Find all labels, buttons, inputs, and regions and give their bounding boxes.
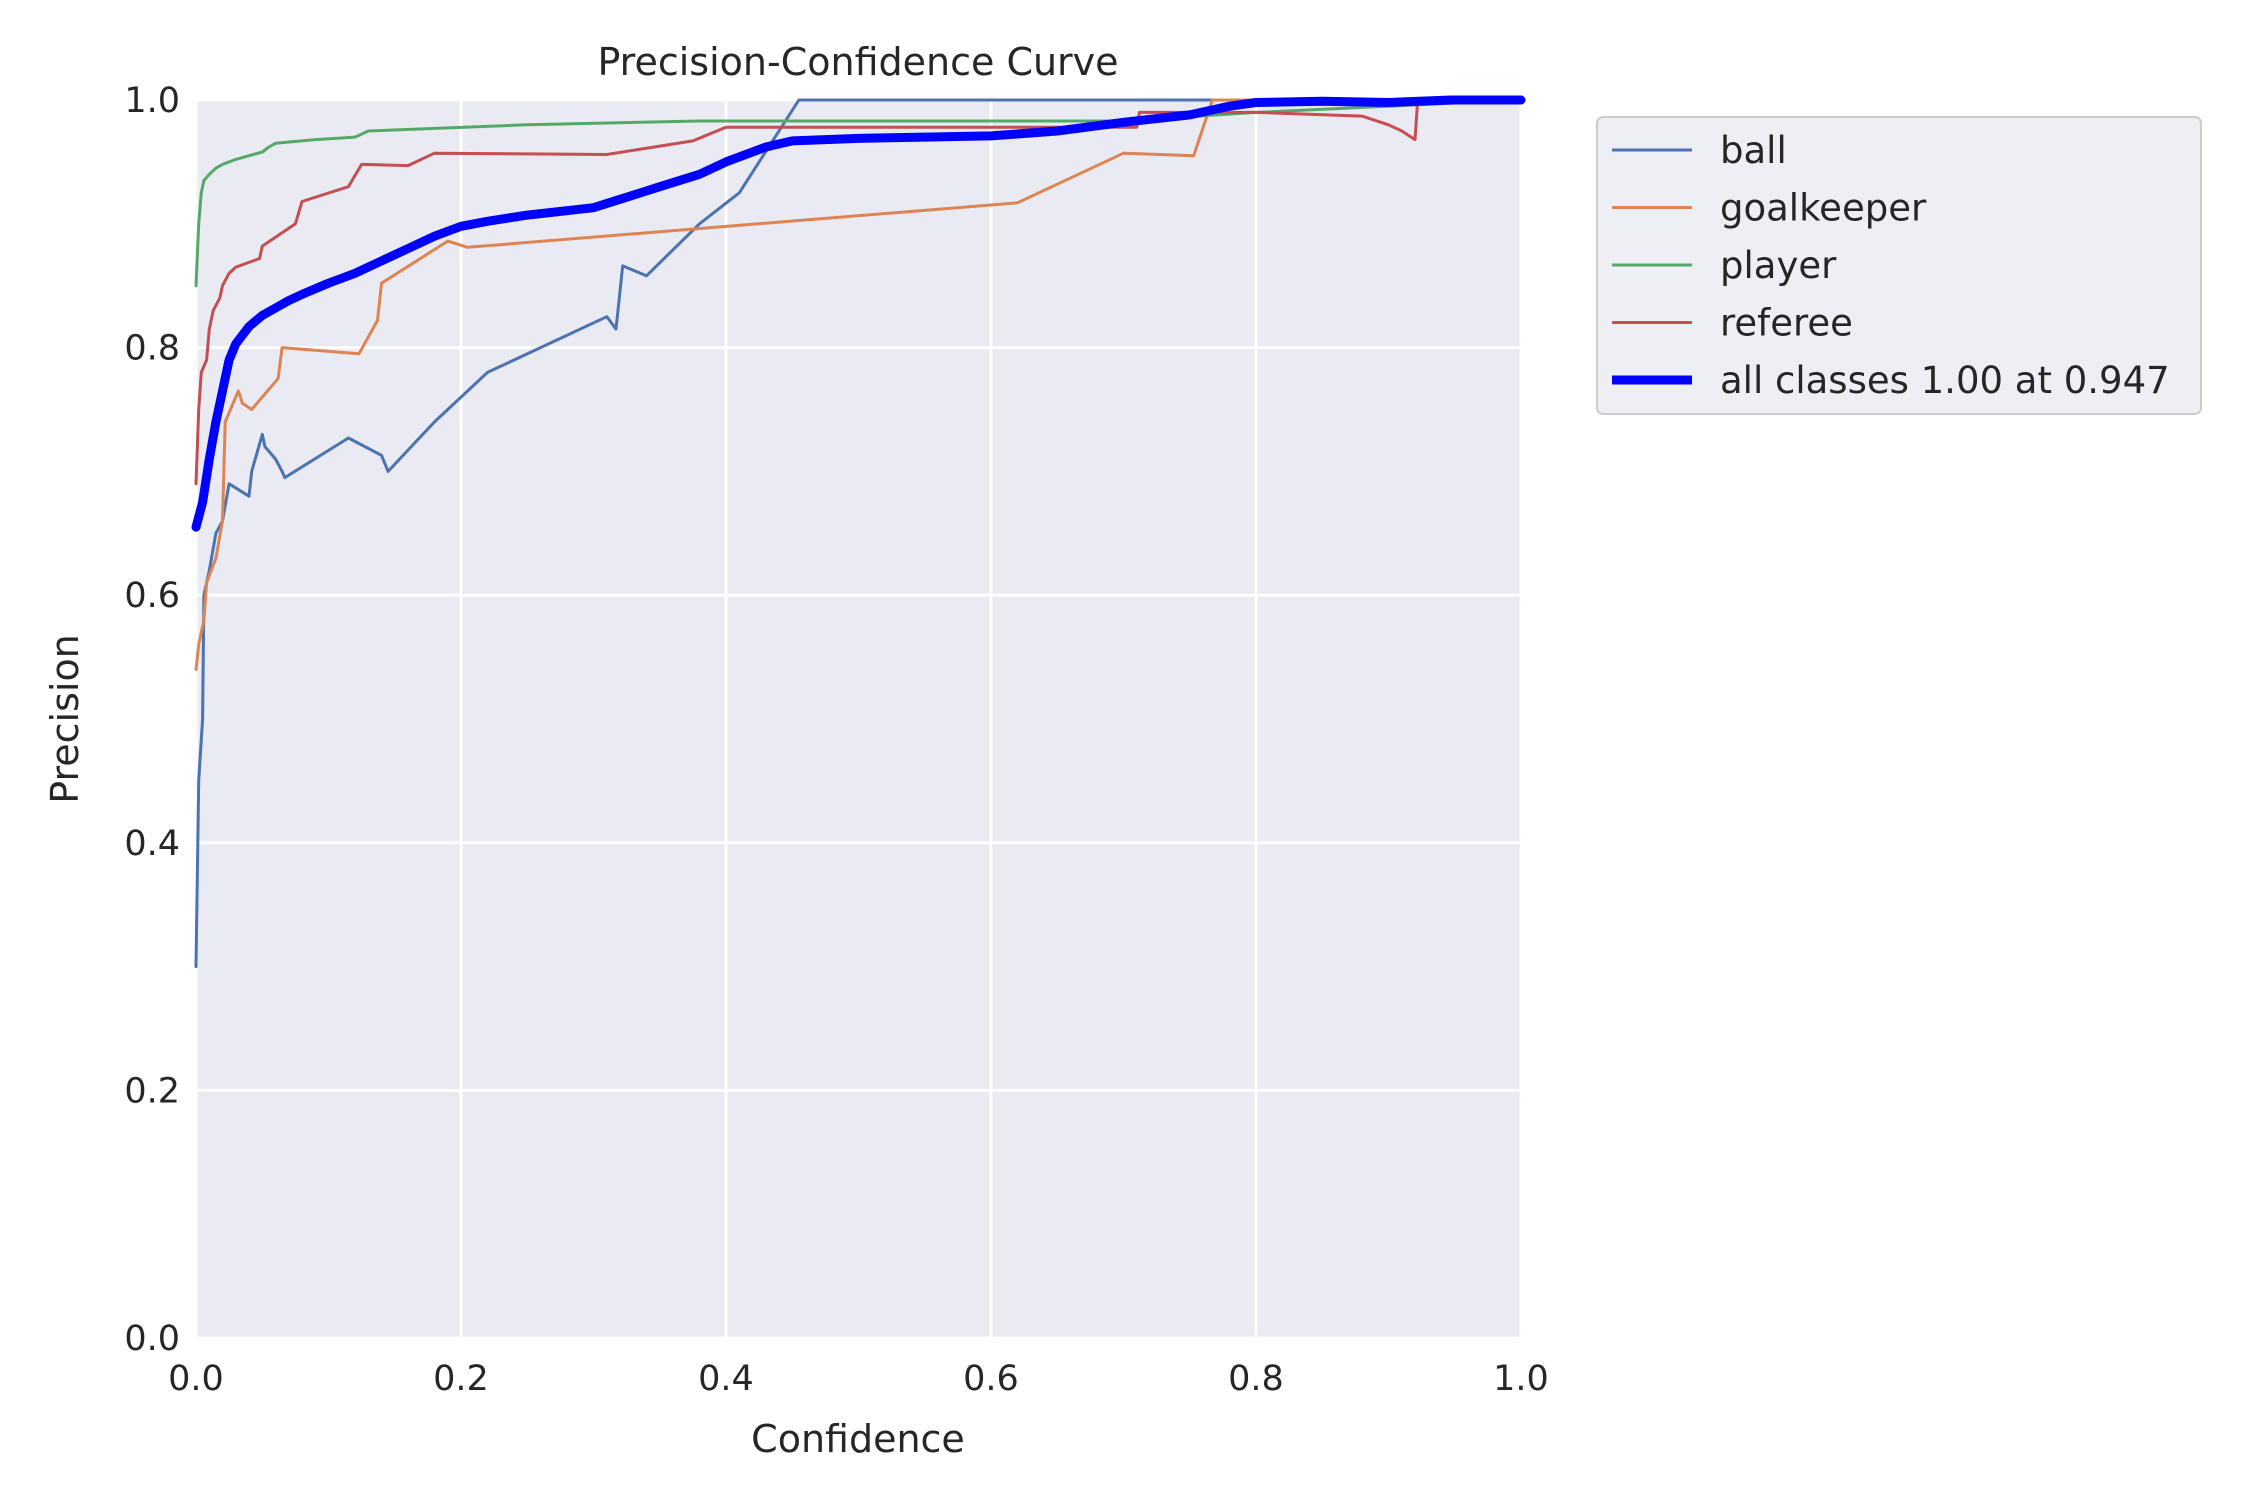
legend-box	[1596, 116, 2202, 415]
legend-label-3: referee	[1720, 302, 1853, 345]
y-tick-label: 0.0	[124, 1319, 180, 1359]
series-layer	[191, 95, 1526, 969]
grid-lines	[194, 98, 1523, 1340]
y-tick-label: 1.0	[124, 81, 180, 121]
x-tick-label: 0.4	[698, 1359, 754, 1399]
chart-title: Precision-Confidence Curve	[597, 40, 1118, 84]
legend-label-4: all classes 1.00 at 0.947	[1720, 359, 2170, 402]
x-tick-label: 0.8	[1228, 1359, 1284, 1399]
x-axis-title: Confidence	[751, 1417, 965, 1461]
y-tick-label: 0.8	[124, 329, 180, 369]
legend: ball goalkeeper player referee all classes 1…	[1596, 116, 2202, 415]
legend-label-1: goalkeeper	[1720, 187, 1927, 230]
y-axis-title: Precision	[43, 634, 87, 804]
series-line-2	[194, 98, 1523, 288]
series-line-1	[194, 98, 1523, 671]
x-tick-label: 1.0	[1493, 1359, 1549, 1399]
x-tick-label: 0.2	[433, 1359, 489, 1399]
y-tick-label: 0.2	[124, 1071, 180, 1111]
y-tick-label: 0.6	[124, 576, 180, 616]
legend-label-0: ball	[1720, 129, 1787, 172]
plot-area	[196, 100, 1521, 1338]
y-tick-label: 0.4	[124, 824, 180, 864]
series-line-4	[191, 95, 1526, 532]
x-tick-label: 0.6	[963, 1359, 1019, 1399]
x-tick-label: 0.0	[168, 1359, 224, 1399]
series-line-3	[194, 98, 1523, 486]
tick-labels: 0.0 0.2 0.4 0.6 0.8 1.0 0.0 0.2 0.4 0.6 0.8 1.0	[124, 81, 1549, 1399]
legend-label-2: player	[1720, 244, 1837, 287]
series-line-0	[194, 98, 1523, 969]
